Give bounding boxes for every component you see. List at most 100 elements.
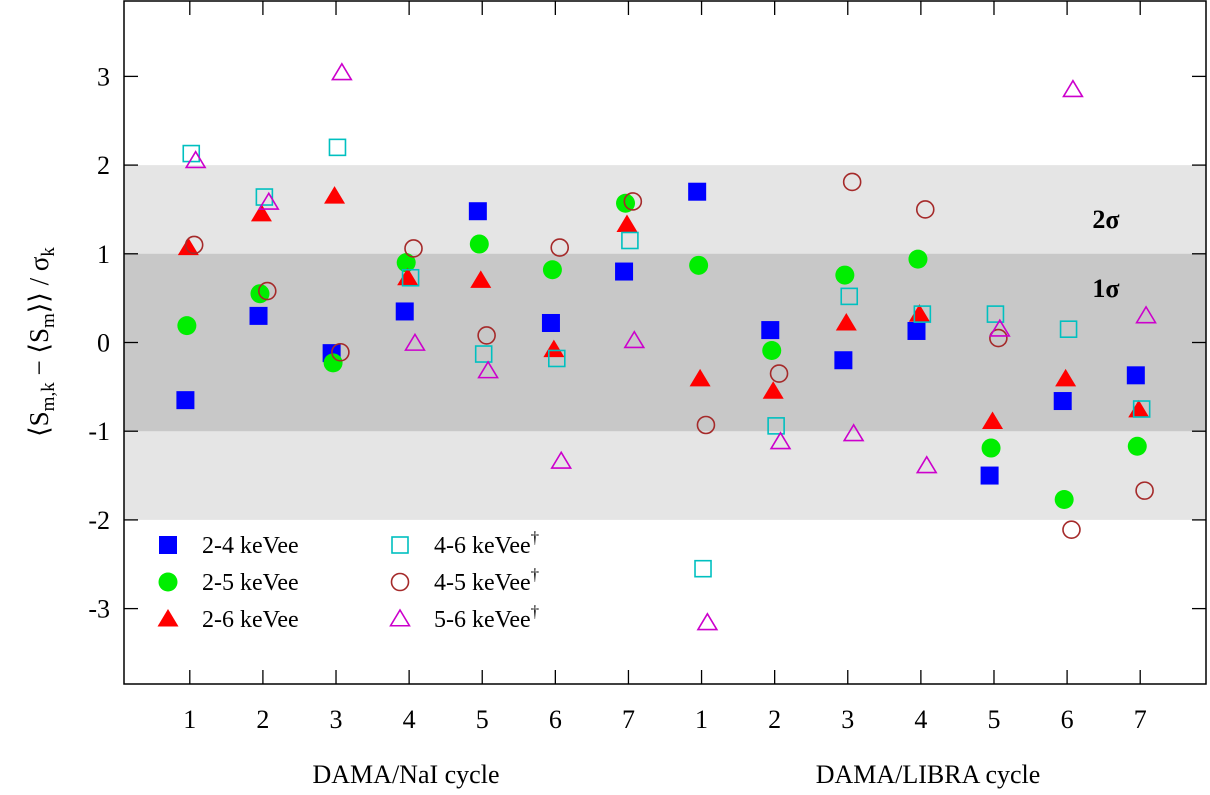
y-tick-label: 3	[97, 62, 110, 91]
x-tick-label: 3	[841, 705, 854, 734]
data-point	[616, 214, 638, 233]
data-point	[908, 249, 928, 269]
x-tick-label: 6	[1061, 705, 1074, 734]
axis-ticks: -3 -2 -1 0 1 2 3 1 2 3 4 5 6 7 1 2 3 4 5 6 7	[88, 1, 1206, 734]
data-point	[1127, 436, 1147, 456]
x-tick-label: 1	[183, 705, 196, 734]
data-point	[542, 260, 562, 280]
data-point	[696, 415, 716, 435]
data-point	[1062, 79, 1084, 98]
data-point	[404, 239, 423, 258]
data-point	[689, 255, 709, 275]
data-point	[981, 438, 1001, 458]
data-point	[835, 312, 857, 331]
band-label-2sigma: 2σ	[1092, 205, 1119, 234]
y-tick-label: 0	[97, 329, 110, 358]
data-point	[915, 455, 938, 474]
data-point	[404, 332, 426, 351]
legend-marker	[389, 608, 411, 627]
data-point	[184, 150, 207, 169]
y-tick-label: -2	[88, 506, 110, 535]
legend-label: 4-6 keVee†	[434, 528, 539, 559]
series-4-6-kevee	[182, 138, 1151, 578]
legend-marker	[391, 536, 409, 554]
data-point	[623, 192, 643, 211]
data-point	[1135, 481, 1154, 500]
data-point	[250, 203, 272, 222]
data-point	[469, 234, 489, 254]
data-point	[986, 305, 1005, 323]
data-point	[177, 237, 199, 256]
x-tick-label: 5	[987, 705, 1000, 734]
data-point	[396, 253, 416, 273]
x-tick-label: 2	[256, 705, 269, 734]
data-point	[769, 431, 792, 450]
data-point	[989, 328, 1008, 348]
series-5-6-kevee	[184, 62, 1157, 631]
data-point	[1062, 520, 1081, 539]
data-point	[769, 364, 789, 383]
x-tick-label: 4	[914, 705, 927, 734]
data-point	[184, 235, 204, 255]
data-point	[1059, 320, 1078, 338]
data-point	[907, 321, 926, 340]
data-point	[689, 368, 711, 387]
data-point	[982, 411, 1004, 429]
x-tick-label: 4	[403, 705, 416, 734]
data-point	[395, 302, 414, 321]
data-point	[323, 353, 343, 373]
legend-marker	[390, 572, 410, 592]
data-point	[477, 360, 499, 379]
data-point	[834, 351, 853, 370]
data-point	[762, 340, 782, 360]
data-point	[988, 318, 1011, 337]
data-point	[1053, 392, 1072, 411]
band-2	[124, 253, 1206, 432]
legend-label: 5-6 keVee†	[434, 602, 539, 633]
data-point	[249, 306, 268, 325]
data-point	[176, 391, 195, 410]
data-point	[696, 612, 719, 631]
data-point	[1055, 368, 1077, 387]
data-point	[842, 423, 865, 442]
x-group-label-libra: DAMA/LIBRA cycle	[816, 760, 1041, 789]
data-point	[835, 265, 855, 285]
legend-label: 4-5 keVee†	[434, 565, 539, 596]
x-tick-label: 7	[1134, 705, 1147, 734]
data-point	[1126, 366, 1145, 385]
legend-label: 2-5 keVee	[202, 570, 299, 596]
x-tick-label: 3	[330, 705, 343, 734]
data-point	[257, 191, 280, 210]
data-point	[468, 202, 487, 221]
data-point	[255, 188, 274, 206]
data-point	[616, 193, 636, 213]
data-point	[615, 262, 634, 281]
data-points	[176, 62, 1157, 631]
data-point	[761, 321, 780, 340]
data-point	[257, 281, 277, 301]
data-point	[550, 450, 573, 469]
legend-label: 2-6 keVee	[202, 607, 299, 633]
series-2-5-kevee	[177, 193, 1147, 510]
series-2-4-kevee	[176, 182, 1145, 485]
sigma-bands	[124, 165, 1206, 520]
data-point	[177, 316, 197, 336]
data-point	[328, 138, 347, 157]
data-point	[842, 172, 862, 192]
data-point	[694, 559, 712, 578]
x-group-labels: DAMA/NaI cycle DAMA/LIBRA cycle	[313, 760, 1041, 789]
data-point	[767, 417, 785, 435]
y-tick-label: -1	[88, 417, 110, 446]
data-point	[331, 342, 350, 362]
series-4-5-kevee	[184, 172, 1154, 539]
data-point	[1135, 305, 1157, 324]
data-point	[913, 305, 932, 323]
data-point	[547, 349, 566, 368]
data-point	[840, 287, 859, 306]
data-point	[541, 313, 560, 332]
x-tick-label: 6	[549, 705, 562, 734]
x-group-label-nai: DAMA/NaI cycle	[313, 760, 500, 789]
y-tick-label: 1	[97, 240, 110, 269]
data-point	[474, 345, 493, 363]
data-point	[182, 144, 201, 163]
